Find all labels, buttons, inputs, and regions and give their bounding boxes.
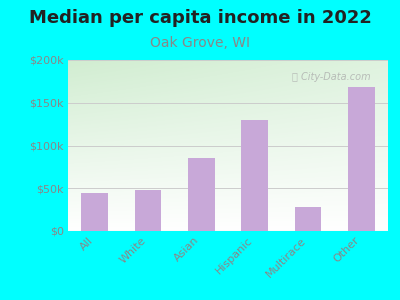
Bar bbox=[295, 207, 321, 231]
Bar bbox=[241, 120, 268, 231]
Text: ⓘ City-Data.com: ⓘ City-Data.com bbox=[292, 72, 371, 82]
Text: Oak Grove, WI: Oak Grove, WI bbox=[150, 36, 250, 50]
Bar bbox=[188, 158, 215, 231]
Text: Median per capita income in 2022: Median per capita income in 2022 bbox=[28, 9, 372, 27]
Bar bbox=[348, 87, 375, 231]
Bar bbox=[135, 190, 161, 231]
Bar bbox=[81, 193, 108, 231]
